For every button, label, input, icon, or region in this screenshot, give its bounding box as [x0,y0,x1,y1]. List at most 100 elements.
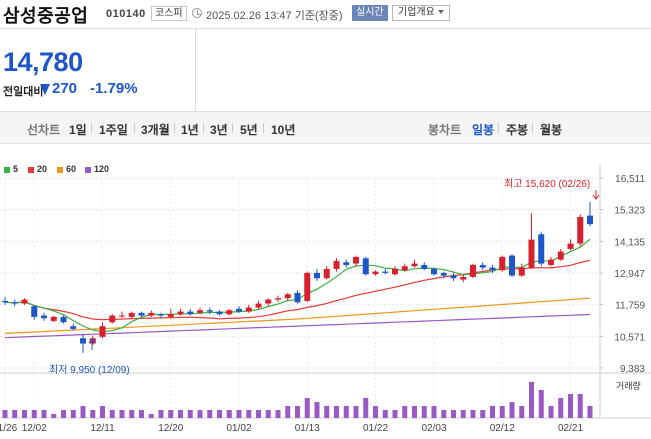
candle-body [2,300,8,303]
y-tick-label: 14,135 [614,237,645,248]
candle-body [70,326,77,329]
candle-body [41,315,47,319]
tab-period-3y[interactable]: 3년 [210,123,228,137]
candle-body [343,262,350,265]
candle-body [60,316,67,323]
volume-bar [363,398,369,418]
x-tick-label: 12/20 [158,423,183,434]
volume-bar [587,406,593,418]
candle-body [362,258,369,275]
volume-bar [451,410,456,418]
candle-body [236,308,242,312]
volume-bar [236,410,242,418]
low-price-label: 최저 9,950 (12/09) [49,364,130,376]
divider [232,123,233,133]
volume-bar [412,406,417,418]
y-tick-label: 15,323 [614,206,645,217]
company-overview-dropdown[interactable]: 기업개요 [392,5,450,21]
x-tick-label: 02/12 [490,423,515,434]
high-price-label: 최고 15,620 (02/26) [504,178,590,190]
volume-label: 거래량 [616,380,641,391]
tab-period-3m[interactable]: 3개월 [141,123,170,137]
volume-bar [392,410,398,418]
candle-body [567,243,574,249]
volume-bar [538,390,544,418]
volume-bar [373,406,378,418]
volume-bar [22,410,27,418]
candle-body [548,259,554,265]
tab-period-1y[interactable]: 1년 [181,123,199,137]
info-panel [196,28,651,112]
x-tick-label: 11/26 [0,423,18,434]
volume-bar [314,402,320,418]
tab-monthly-candle[interactable]: 월봉 [540,123,563,137]
volume-bar [509,402,515,418]
x-tick-label: 12/11 [90,423,115,434]
volume-bar [158,410,164,418]
annotations: 최고 15,620 (02/26) 최저 9,950 (12/09) [49,178,600,376]
candle-body [557,251,564,260]
tab-period-1w[interactable]: 1주일 [99,123,128,137]
tab-weekly-candle[interactable]: 주봉 [506,123,529,137]
candle-body [431,268,437,275]
x-tick-label: 02/03 [421,423,446,434]
candle-body [50,316,57,321]
candle-chart-label: 봉차트 [428,123,462,137]
candle-body [167,314,174,317]
volume-bar [343,406,349,418]
candle-body [119,315,125,317]
volume-bar [80,406,86,418]
candle-body [197,310,203,313]
tab-period-1d[interactable]: 1일 [69,123,87,137]
volume-bar [577,394,583,418]
candle-body [11,302,18,304]
change-percent: -1.79% [90,80,138,97]
legend-swatch [28,166,34,173]
candle-body [470,264,476,277]
line-chart-label: 선차트 [27,123,61,137]
tab-period-5y[interactable]: 5년 [240,123,258,137]
volume-bar [178,410,183,418]
volume-bar [90,410,96,418]
price-panel: 14,780 전일대비 270 -1.79% [0,28,196,112]
volume-bar [548,406,554,418]
candle-body [177,311,184,315]
y-tick-label: 12,947 [614,269,645,280]
date-axis: 11/26 12/02 12/11 12/20 01/02 01/13 01/22 02/03… [0,423,583,434]
volume-bar [421,406,427,418]
candle-body [245,307,252,312]
volume-bar [226,410,232,418]
candlestick-chart[interactable]: 16,511 15,323 14,135 12,947 11,759 10,571 9,38… [0,144,651,439]
volume-bar [402,406,408,418]
candle-body [304,272,311,301]
candle-body [284,294,291,299]
x-tick-label: 01/02 [226,423,251,434]
volume-bar [148,414,154,418]
realtime-button[interactable]: 실시간 [352,5,388,21]
legend-ma20: 20 [28,164,47,174]
volume-bar [256,410,261,418]
volume-bar [265,410,271,418]
divider [91,123,92,133]
volume-bar [529,382,534,418]
volume-bar [334,406,339,418]
candle-body [499,256,506,271]
legend-ma60: 60 [57,164,76,174]
high-arrowhead-icon [592,194,600,200]
market-badge: 코스피 [151,6,187,21]
candle-body [323,268,330,279]
candle-body [99,326,106,337]
volume-bar [109,410,115,418]
tab-period-10y[interactable]: 10년 [271,123,296,137]
candle-body [138,312,145,316]
candle-body [518,267,525,276]
price-axis: 16,511 15,323 14,135 12,947 11,759 10,571 9,38… [600,174,645,375]
change-amount: 270 [52,80,78,97]
volume-bar [70,410,76,418]
volume-bar [324,406,330,418]
y-tick-label: 9,383 [620,364,645,375]
volume-bar [558,398,564,418]
stock-code: 010140 [106,8,146,20]
tab-daily-candle[interactable]: 일봉 [472,123,495,137]
candle-body [392,268,398,275]
